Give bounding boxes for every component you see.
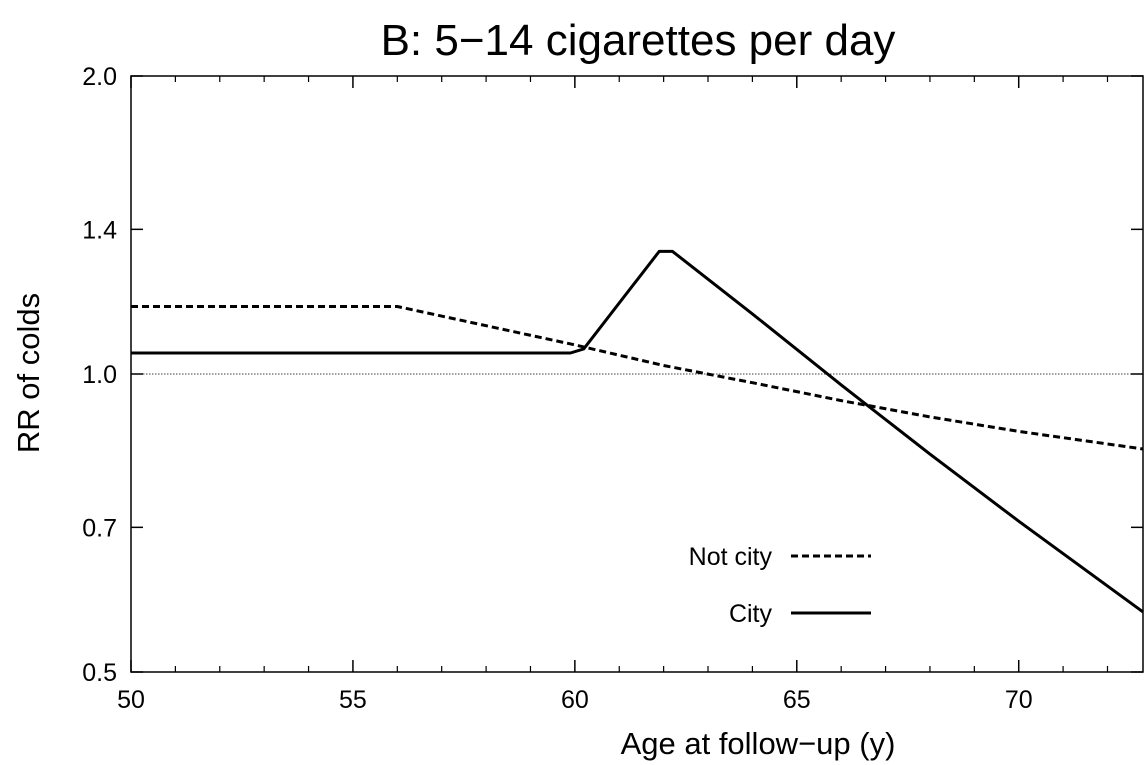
x-tick-label: 55 <box>339 686 367 714</box>
series-line-not-city <box>131 305 1144 451</box>
x-axis-label: Age at follow−up (y) <box>621 726 896 761</box>
y-axis-label: RR of colds <box>11 293 46 453</box>
legend-label-not-city: Not city <box>689 543 773 571</box>
x-tick-label: 65 <box>783 686 811 714</box>
legend: Not city City <box>689 543 871 628</box>
y-tick-label: 0.7 <box>82 514 117 542</box>
y-tick-label: 2.0 <box>82 63 117 91</box>
plot-frame <box>130 75 1144 673</box>
y-tick-label: 0.5 <box>82 659 117 687</box>
x-tick-label: 70 <box>1005 686 1033 714</box>
legend-label-city: City <box>729 600 773 628</box>
y-tick-label: 1.0 <box>82 361 117 389</box>
y-tick-label: 1.4 <box>82 216 117 244</box>
x-tick-label: 60 <box>561 686 589 714</box>
chart-title: B: 5−14 cigarettes per day <box>381 16 896 65</box>
series-line-city <box>131 249 1144 614</box>
x-tick-label: 50 <box>117 686 145 714</box>
